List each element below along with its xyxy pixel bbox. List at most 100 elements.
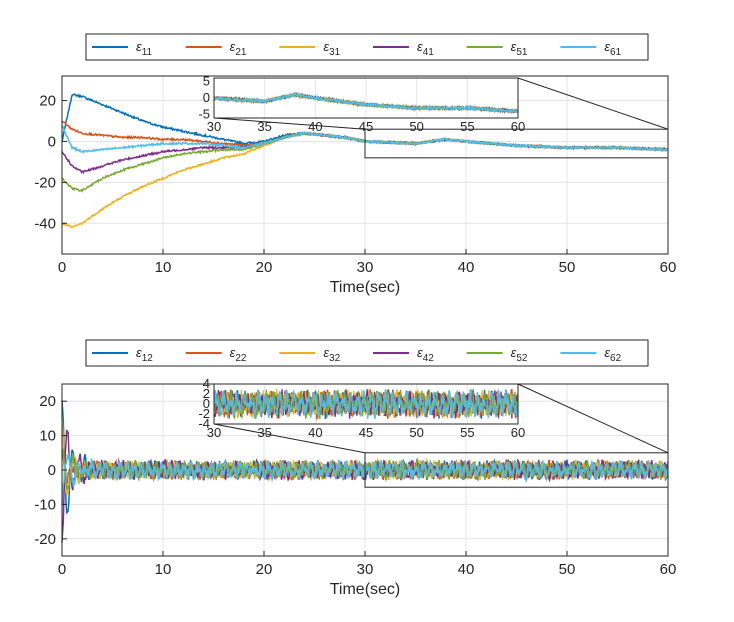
ticks: 0 10 20 30 40 50 60 -40 -20 0 20: [34, 93, 676, 276]
y-tick-label-20: 20: [39, 393, 56, 410]
y-tick-label-20: 20: [39, 93, 56, 110]
legend-subscript: 42: [423, 353, 435, 364]
legend-symbol: ε: [323, 39, 329, 54]
inset-y-tick-4: 4: [203, 376, 210, 391]
x-tick-label-60: 60: [660, 561, 677, 578]
inset-x-tick-35: 35: [257, 425, 271, 440]
x-tick-label-30: 30: [357, 561, 374, 578]
legend-symbol: ε: [604, 39, 610, 54]
inset-x-tick-55: 55: [460, 119, 474, 134]
legend-box: [85, 33, 649, 61]
zoom-connector-right: [517, 383, 669, 454]
inset-y-tick-0: 0: [203, 90, 210, 105]
inset-y-tick-5: 5: [203, 73, 210, 88]
x-tick-label-30: 30: [357, 259, 374, 276]
zoom-connector-left: [213, 423, 366, 454]
legend-subscript: 21: [235, 47, 247, 58]
y-tick-label--10: -10: [34, 496, 56, 513]
legend-symbol: ε: [417, 39, 423, 54]
legend-symbol: ε: [136, 345, 142, 360]
legend: ε12 ε22 ε32 ε42 ε52 ε62: [85, 339, 649, 367]
inset-x-tick-60: 60: [511, 425, 525, 440]
x-tick-label-20: 20: [256, 259, 273, 276]
zoom-connector-right: [517, 77, 669, 130]
legend-label-12: ε12: [136, 345, 153, 364]
inset-y-tick--2: -2: [198, 406, 210, 421]
legend-subscript: 31: [329, 47, 341, 58]
inset-x-tick-55: 55: [460, 425, 474, 440]
y-tick-label--20: -20: [34, 531, 56, 548]
inset-x-tick-60: 60: [511, 119, 525, 134]
legend-subscript: 11: [142, 47, 153, 58]
x-axis-label: Time(sec): [330, 279, 401, 296]
x-tick-label-50: 50: [559, 561, 576, 578]
legend-symbol: ε: [417, 345, 423, 360]
legend-subscript: 51: [516, 47, 528, 58]
zoom-connector-left: [213, 117, 366, 130]
legend-label-11: ε11: [136, 39, 153, 58]
legend-symbol: ε: [323, 345, 329, 360]
inset-x-tick-30: 30: [207, 425, 221, 440]
legend-symbol: ε: [511, 345, 517, 360]
y-tick-label--20: -20: [34, 174, 56, 191]
inset: 30 35 40 45 50 55 60 -5 0 5: [198, 73, 525, 134]
inset-x-tick-50: 50: [409, 119, 423, 134]
inset-x-tick-40: 40: [308, 119, 322, 134]
legend-box: [85, 339, 649, 367]
legend-label-42: ε42: [417, 345, 434, 364]
legend-label-32: ε32: [323, 345, 340, 364]
inset-x-tick-45: 45: [359, 119, 373, 134]
legend-symbol: ε: [604, 345, 610, 360]
x-tick-label-0: 0: [58, 561, 66, 578]
legend-subscript: 52: [516, 353, 528, 364]
legend-subscript: 12: [142, 353, 154, 364]
x-tick-label-40: 40: [458, 561, 475, 578]
inset-y-tick--5: -5: [198, 107, 210, 122]
x-tick-label-40: 40: [458, 259, 475, 276]
legend-subscript: 41: [423, 47, 435, 58]
legend-label-61: ε61: [604, 39, 621, 58]
inset-series-42: [213, 388, 519, 419]
legend: ε11 ε21 ε31 ε41 ε51 ε61: [85, 33, 649, 61]
x-tick-label-50: 50: [559, 259, 576, 276]
inset-series-61: [213, 92, 519, 115]
inset-y-tick--4: -4: [198, 416, 210, 431]
inset-y-tick-0: 0: [203, 396, 210, 411]
legend-symbol: ε: [136, 39, 142, 54]
inset-x-tick-35: 35: [257, 119, 271, 134]
inset-axes-box: [213, 77, 519, 119]
x-tick-label-60: 60: [660, 259, 677, 276]
legend-label-41: ε41: [417, 39, 434, 58]
y-tick-label-0: 0: [48, 133, 56, 150]
legend-label-52: ε52: [511, 345, 528, 364]
legend-label-62: ε62: [604, 345, 621, 364]
x-tick-label-10: 10: [155, 259, 172, 276]
inset-x-tick-40: 40: [308, 425, 322, 440]
legend-label-21: ε21: [230, 39, 247, 58]
legend-subscript: 62: [610, 353, 622, 364]
inset-axes-box: [213, 383, 519, 425]
inset-y-tick-2: 2: [203, 386, 210, 401]
legend-subscript: 61: [610, 47, 622, 58]
y-tick-label-0: 0: [48, 462, 56, 479]
legend-symbol: ε: [230, 345, 236, 360]
inset-x-tick-30: 30: [207, 119, 221, 134]
legend-label-31: ε31: [323, 39, 340, 58]
x-tick-label-0: 0: [58, 259, 66, 276]
legend-subscript: 22: [235, 353, 247, 364]
inset-x-tick-45: 45: [359, 425, 373, 440]
legend-subscript: 32: [329, 353, 341, 364]
legend-symbol: ε: [511, 39, 517, 54]
inset-x-tick-50: 50: [409, 425, 423, 440]
zoom-region-box: [364, 128, 669, 159]
y-tick-label-10: 10: [39, 428, 56, 445]
legend-label-22: ε22: [230, 345, 247, 364]
legend-label-51: ε51: [511, 39, 528, 58]
legend-symbol: ε: [230, 39, 236, 54]
x-tick-label-10: 10: [155, 561, 172, 578]
